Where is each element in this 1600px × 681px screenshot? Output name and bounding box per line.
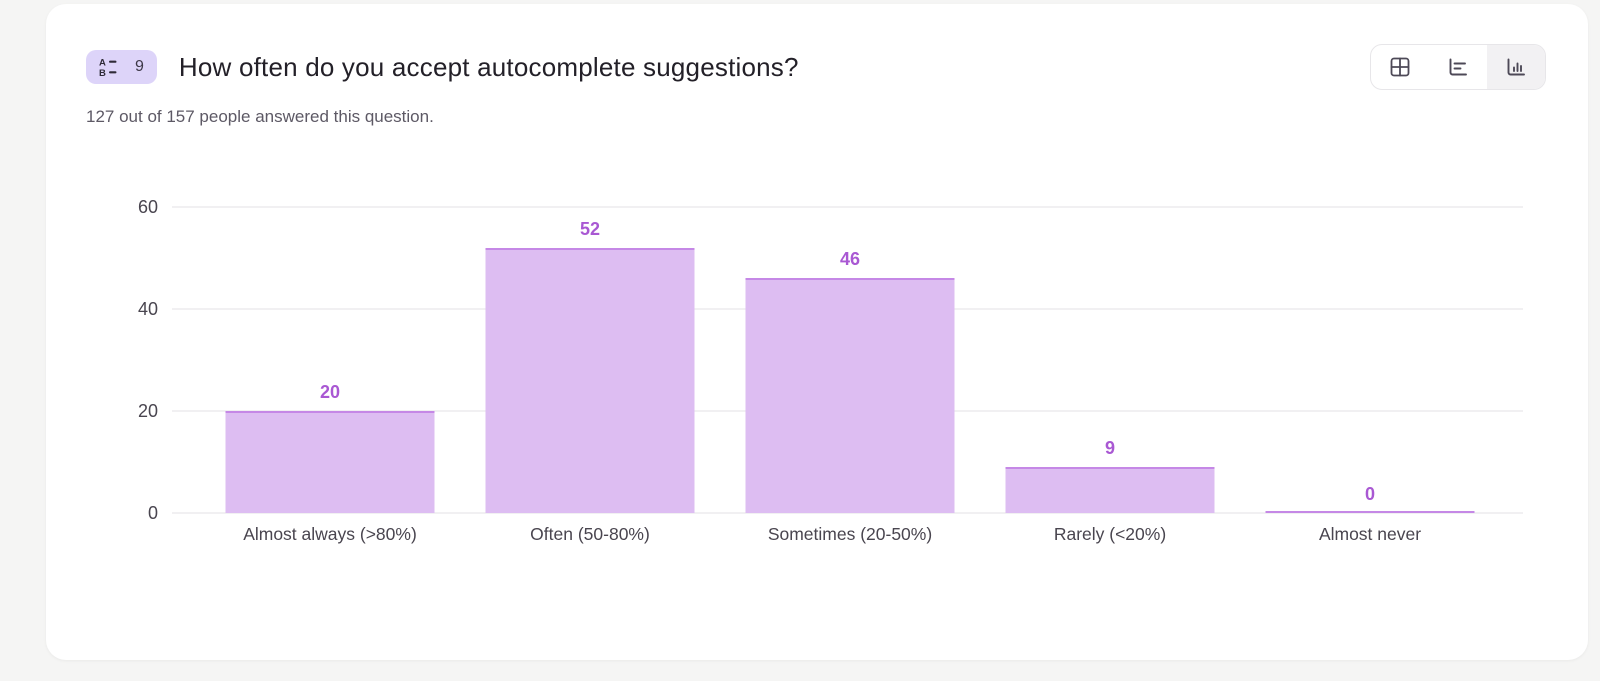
- view-toggle: [1370, 44, 1546, 90]
- question-title: How often do you accept autocomplete sug…: [178, 51, 799, 82]
- bar-value-label: 20: [319, 382, 341, 403]
- plot-area: 20 Almost always (>80%) 52 Often (50-80%) 46…: [138, 198, 1523, 544]
- question-card: A B 9 How often do you accept autocomple…: [46, 4, 1588, 660]
- table-view-icon: [1388, 55, 1412, 79]
- vertical-bar-view-button[interactable]: [1487, 45, 1545, 89]
- question-number: 9: [135, 58, 144, 75]
- bar: [225, 411, 435, 513]
- y-axis-tick-label: 20: [137, 401, 158, 421]
- svg-text:A: A: [99, 57, 106, 68]
- x-axis-category-label: Rarely (<20%): [1053, 524, 1167, 544]
- bar: [485, 247, 695, 513]
- svg-text:B: B: [99, 68, 106, 78]
- horizontal-bar-view-button[interactable]: [1429, 45, 1487, 89]
- x-axis-category-label: Often (50-80%): [530, 524, 650, 544]
- x-axis-category-label: Almost never: [1318, 524, 1422, 544]
- bar-slot: 20 Almost always (>80%): [200, 207, 460, 544]
- bar-slot: 52 Often (50-80%): [460, 207, 720, 544]
- bar-value-label: 52: [579, 218, 601, 239]
- y-axis-tick-label: 60: [137, 197, 158, 217]
- bar-value-label: 9: [1104, 438, 1115, 459]
- x-axis-category-label: Almost always (>80%): [243, 524, 417, 544]
- answer-count-text: 127 out of 157 people answered this ques…: [86, 107, 434, 126]
- horizontal-bar-view-icon: [1446, 55, 1470, 79]
- y-axis-tick-label: 0: [147, 503, 158, 523]
- multiple-choice-icon: A B: [99, 57, 124, 78]
- x-axis-category-label: Sometimes (20-50%): [767, 524, 933, 544]
- vertical-bar-view-icon: [1504, 55, 1528, 79]
- gridline: [172, 206, 1523, 208]
- gridline: [172, 512, 1523, 514]
- table-view-button[interactable]: [1371, 45, 1429, 89]
- bar-value-label: 0: [1364, 484, 1375, 504]
- bar-value-label: 46: [839, 249, 861, 270]
- bar: [1005, 467, 1215, 513]
- bar-slot: 46 Sometimes (20-50%): [720, 207, 980, 544]
- bar-slot: 0 Almost never: [1240, 207, 1500, 544]
- question-badge: A B 9: [86, 50, 157, 84]
- y-axis-tick-label: 40: [137, 299, 158, 319]
- bar: [1265, 511, 1475, 513]
- bar: [745, 278, 955, 513]
- card-header: A B 9 How often do you accept autocomple…: [86, 44, 1546, 90]
- bars-row: 20 Almost always (>80%) 52 Often (50-80%) 46…: [200, 207, 1500, 544]
- bar-slot: 9 Rarely (<20%): [980, 207, 1240, 544]
